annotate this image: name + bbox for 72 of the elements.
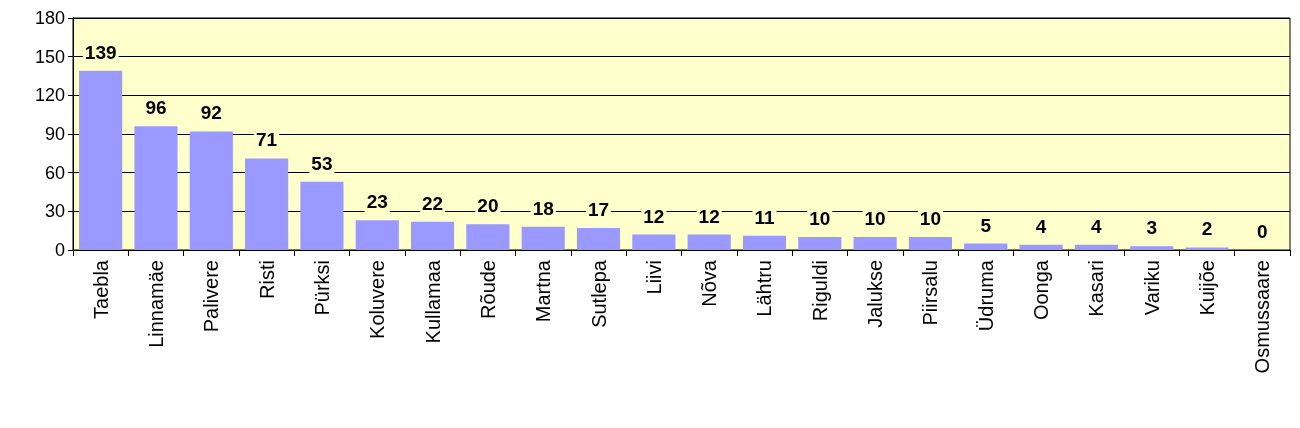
x-tick-label: Osmussaare bbox=[1251, 260, 1274, 374]
bar bbox=[576, 228, 621, 250]
data-label: 10 bbox=[864, 208, 886, 230]
bar bbox=[1074, 244, 1118, 250]
y-tick-label: 120 bbox=[34, 85, 65, 106]
x-tick-label: Riguldi bbox=[808, 260, 831, 322]
x-tick-label: Kullamaa bbox=[421, 259, 444, 344]
data-label: 3 bbox=[1146, 217, 1157, 239]
data-label: 10 bbox=[809, 208, 831, 230]
data-label: 20 bbox=[477, 195, 499, 217]
data-label: 12 bbox=[643, 205, 665, 227]
data-label: 12 bbox=[698, 205, 720, 227]
y-tick-label: 30 bbox=[44, 201, 65, 222]
x-tick-label: Linnamäe bbox=[144, 260, 167, 348]
bar bbox=[798, 237, 842, 250]
x-tick-label: Koluvere bbox=[366, 260, 389, 339]
bar bbox=[521, 226, 565, 250]
data-label: 5 bbox=[980, 214, 992, 236]
x-tick-label: Martna bbox=[532, 259, 555, 323]
x-tick-label: Oonga bbox=[1030, 259, 1053, 321]
bar bbox=[466, 224, 510, 250]
bar bbox=[632, 234, 676, 250]
y-tick-label: 150 bbox=[34, 46, 65, 67]
data-label: 139 bbox=[84, 41, 117, 63]
data-label: 96 bbox=[145, 97, 167, 119]
x-tick-label: Lähtru bbox=[753, 260, 776, 317]
x-tick-label: Liivi bbox=[642, 260, 665, 295]
bar bbox=[742, 235, 787, 250]
x-tick-label: Piirsalu bbox=[919, 260, 942, 326]
x-tick-label: Kuijõe bbox=[1196, 260, 1219, 316]
bar bbox=[1185, 247, 1229, 250]
bar bbox=[300, 181, 344, 250]
x-tick-label: Nõva bbox=[698, 259, 721, 307]
data-label: 0 bbox=[1257, 221, 1268, 242]
data-label: 10 bbox=[919, 208, 941, 230]
data-label: 17 bbox=[587, 199, 610, 221]
data-label: 53 bbox=[311, 152, 333, 174]
bar bbox=[79, 70, 123, 250]
x-tick-label: Pürksi bbox=[310, 260, 333, 316]
bar bbox=[1019, 244, 1063, 250]
data-label: 18 bbox=[532, 197, 554, 219]
y-tick-label: 180 bbox=[34, 8, 65, 28]
x-tick-label: Palivere bbox=[200, 260, 223, 333]
data-label: 71 bbox=[256, 129, 278, 151]
y-tick-label: 60 bbox=[44, 162, 65, 183]
bar bbox=[355, 220, 399, 250]
bar bbox=[1130, 246, 1174, 250]
bar bbox=[245, 158, 289, 250]
data-label: 22 bbox=[422, 192, 444, 214]
x-tick-label: Rõude bbox=[476, 260, 499, 319]
data-label: 2 bbox=[1201, 218, 1213, 240]
bar bbox=[134, 126, 178, 250]
bar bbox=[189, 131, 233, 250]
x-tick-label: Jalukse bbox=[864, 260, 887, 328]
x-tick-label: Üdruma bbox=[974, 259, 997, 332]
data-label: 4 bbox=[1091, 215, 1103, 237]
x-tick-label: Kasari bbox=[1085, 260, 1108, 317]
x-tick-label: Taebla bbox=[89, 259, 112, 319]
bar bbox=[687, 234, 731, 250]
x-tick-label: Risti bbox=[255, 260, 278, 299]
y-tick-label: 90 bbox=[44, 124, 65, 144]
x-tick-label: Variku bbox=[1140, 260, 1163, 316]
bar bbox=[964, 243, 1008, 250]
x-tick-label: Sutlepa bbox=[587, 259, 610, 328]
data-label: 11 bbox=[754, 206, 775, 228]
bar bbox=[410, 221, 455, 250]
data-label: 4 bbox=[1035, 215, 1047, 237]
data-label: 23 bbox=[366, 191, 388, 213]
bar bbox=[908, 237, 953, 250]
data-label: 92 bbox=[200, 102, 222, 124]
y-tick-label: 0 bbox=[54, 240, 65, 260]
bar bbox=[853, 237, 897, 250]
